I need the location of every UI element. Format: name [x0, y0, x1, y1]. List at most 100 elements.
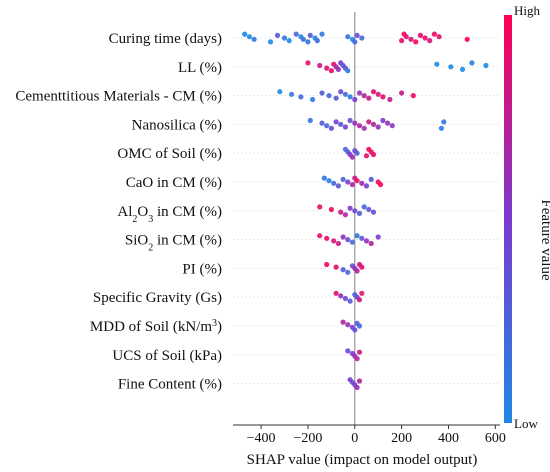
- shap-point: [441, 119, 447, 125]
- shap-point: [356, 90, 363, 96]
- shap-point: [385, 120, 391, 126]
- shap-point: [434, 61, 440, 67]
- shap-point: [333, 290, 339, 296]
- shap-point: [314, 38, 320, 44]
- shap-point: [422, 35, 428, 41]
- shap-point: [359, 264, 365, 270]
- shap-point: [347, 94, 353, 100]
- x-axis-title: SHAP value (impact on model output): [247, 452, 478, 468]
- shap-point: [469, 60, 475, 66]
- shap-point: [251, 36, 257, 42]
- shap-point: [459, 66, 466, 72]
- shap-point: [345, 68, 351, 74]
- shap-point: [324, 261, 330, 268]
- shap-point: [326, 93, 332, 99]
- shap-point: [408, 36, 414, 42]
- shap-point: [366, 119, 372, 125]
- x-axis: −400 −200 0 200 400 600: [233, 424, 506, 446]
- shap-point: [307, 32, 313, 39]
- x-tick-label: −400: [247, 431, 276, 446]
- shap-point: [431, 31, 437, 37]
- shap-point: [361, 125, 367, 131]
- shap-point: [370, 209, 377, 215]
- shap-point: [338, 121, 344, 127]
- colorbar-low-label: Low: [514, 416, 538, 431]
- shap-point: [331, 180, 337, 186]
- shap-point: [359, 180, 365, 186]
- shap-point: [356, 349, 363, 355]
- shap-point: [361, 93, 367, 99]
- shap-point: [331, 238, 337, 244]
- shap-point: [375, 91, 381, 97]
- shap-point: [363, 238, 370, 244]
- shap-point: [319, 120, 325, 126]
- shap-point: [307, 117, 313, 124]
- shap-point: [335, 240, 341, 247]
- shap-point: [399, 38, 405, 44]
- shap-point: [403, 34, 409, 40]
- shap-point: [370, 89, 377, 95]
- feature-label: OMC of Soil (%): [117, 146, 222, 162]
- shap-point: [363, 183, 370, 189]
- shap-point: [370, 121, 377, 127]
- shap-point: [359, 235, 365, 241]
- shap-point: [328, 68, 334, 74]
- x-tick-label: 200: [391, 431, 412, 446]
- feature-label: Specific Gravity (Gs): [93, 290, 222, 306]
- shap-point: [324, 235, 330, 241]
- feature-label: LL (%): [178, 60, 222, 76]
- shap-point: [363, 153, 370, 159]
- x-tick-label: −200: [293, 431, 322, 446]
- shap-point: [324, 65, 330, 71]
- shap-point: [436, 34, 442, 40]
- shap-point: [246, 34, 252, 40]
- shap-point: [340, 234, 346, 240]
- shap-point: [347, 205, 353, 211]
- shap-point: [267, 39, 274, 45]
- shap-point: [298, 94, 304, 100]
- x-tick-label: 600: [485, 431, 506, 446]
- shap-point: [417, 32, 423, 39]
- shap-point: [286, 38, 292, 44]
- shap-point: [349, 239, 355, 245]
- shap-point: [368, 240, 374, 247]
- plot-area: [233, 12, 500, 425]
- shap-point: [356, 297, 363, 303]
- shap-point: [342, 295, 348, 302]
- shap-point: [340, 267, 346, 273]
- shap-point: [368, 176, 374, 182]
- shap-point: [354, 384, 360, 391]
- feature-label: PI (%): [182, 261, 222, 277]
- shap-point: [410, 93, 416, 99]
- shap-point: [347, 298, 353, 304]
- shap-point: [361, 204, 367, 210]
- shap-point: [277, 89, 283, 95]
- shap-point: [242, 31, 248, 37]
- shap-point: [399, 90, 405, 96]
- shap-point: [338, 209, 344, 215]
- shap-point: [352, 39, 358, 45]
- shap-point: [333, 95, 339, 101]
- shap-point: [338, 89, 344, 95]
- shap-point: [349, 182, 355, 188]
- shap-point: [354, 356, 360, 362]
- shap-point: [349, 154, 355, 160]
- feature-label: Curing time (days): [109, 31, 222, 47]
- shap-point: [356, 323, 363, 329]
- shap-point: [335, 66, 341, 72]
- shap-point: [317, 204, 323, 210]
- shap-point: [319, 31, 325, 37]
- shap-point: [352, 208, 358, 214]
- shap-point: [359, 35, 365, 41]
- shap-point: [389, 123, 395, 129]
- shap-point: [300, 36, 306, 42]
- shap-point: [326, 178, 332, 184]
- shap-point: [380, 94, 386, 100]
- shap-point: [354, 178, 360, 184]
- feature-label: Nanosilica (%): [132, 117, 222, 133]
- shap-point: [356, 123, 363, 129]
- shap-point: [342, 91, 348, 97]
- shap-point: [338, 293, 344, 299]
- shap-point: [319, 90, 325, 96]
